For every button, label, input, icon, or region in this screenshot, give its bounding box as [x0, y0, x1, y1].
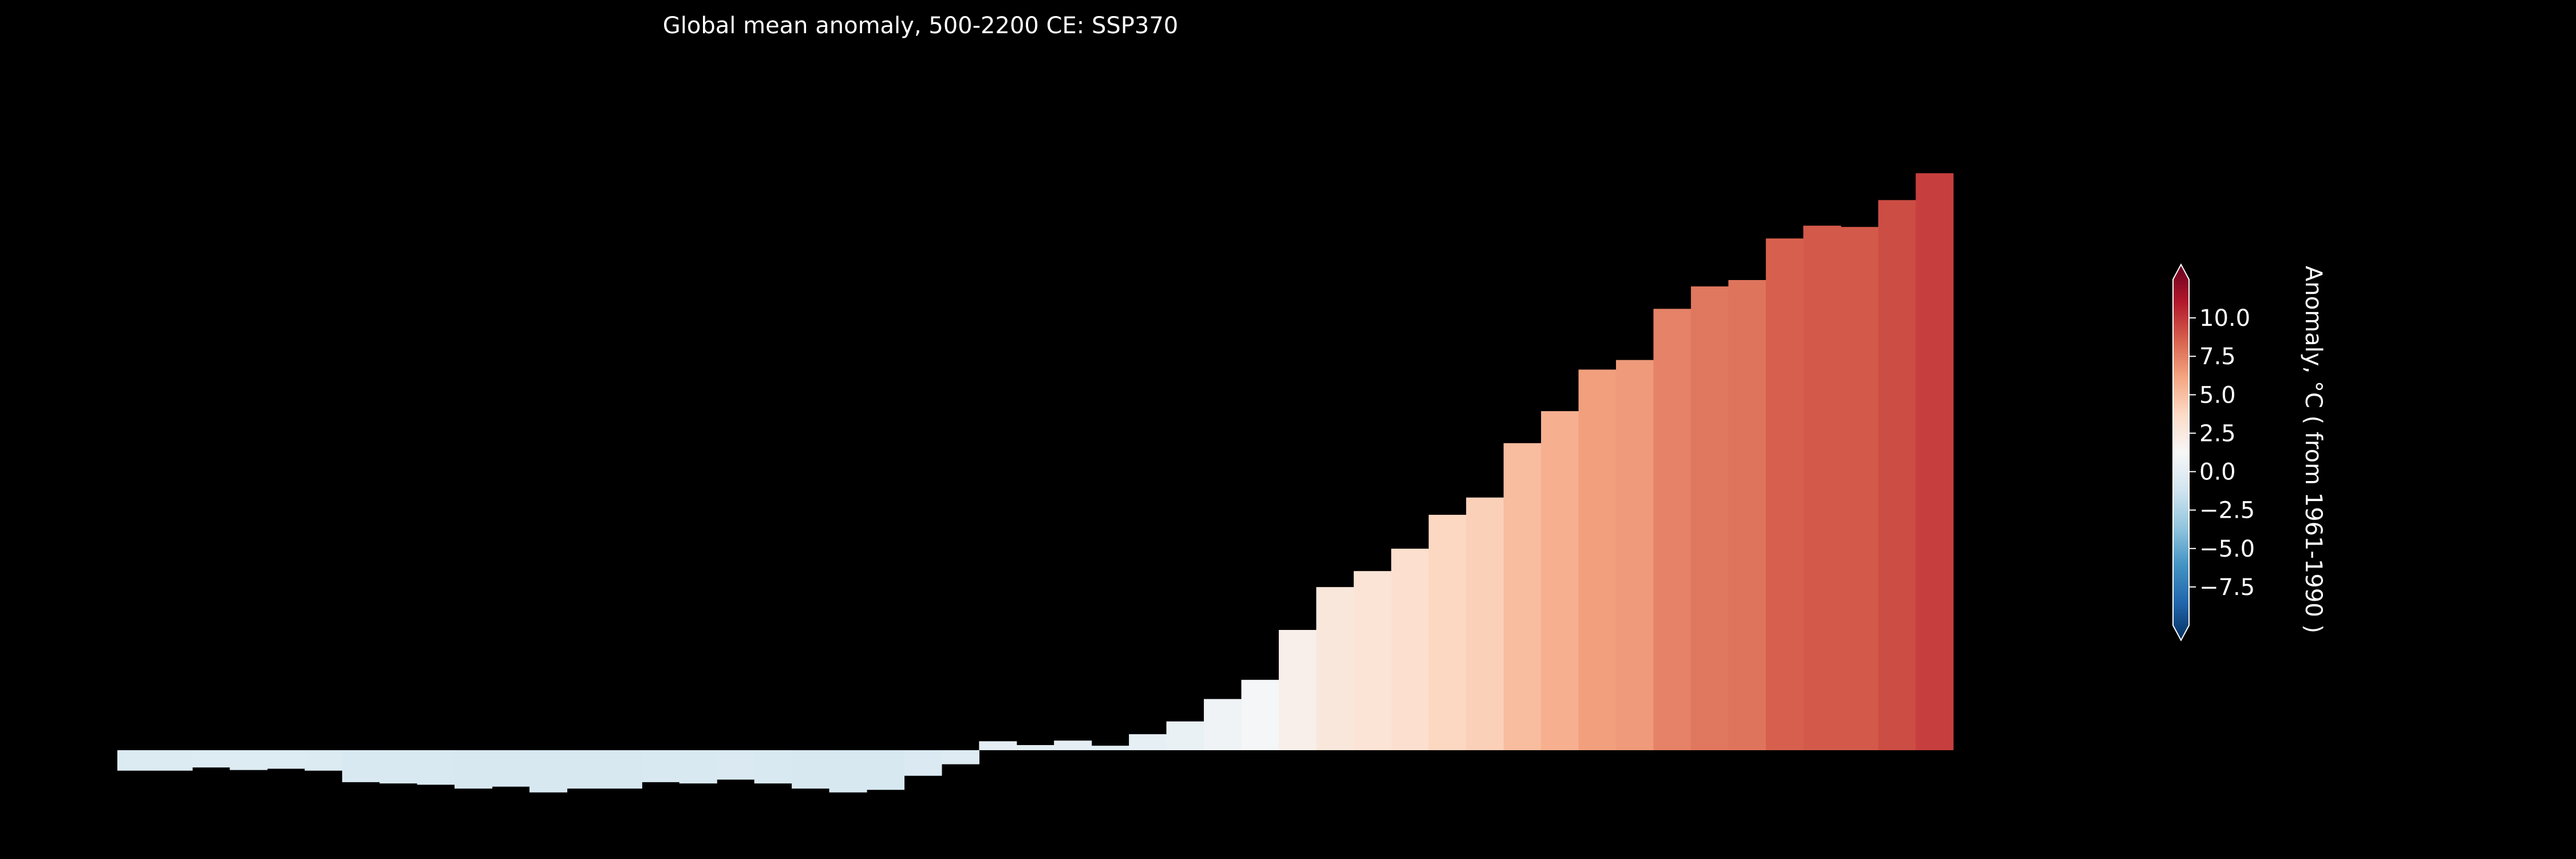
- bar: [792, 750, 830, 789]
- bar: [267, 750, 305, 769]
- bar: [529, 750, 567, 793]
- colorbar: 10.0 7.5 5.0 2.5 0.0 −2.5 −5.0 −7.5 Anomaly, °C…: [2172, 263, 2326, 642]
- bar: [1503, 443, 1542, 750]
- bar: [342, 750, 380, 782]
- bar: [1541, 411, 1579, 750]
- bar-series: [117, 173, 1954, 793]
- colorbar-tick-label: 0.0: [2199, 459, 2236, 486]
- bar: [717, 750, 755, 780]
- bar: [1466, 497, 1504, 750]
- colorbar-tick-label: 10.0: [2199, 305, 2250, 332]
- bar: [1241, 680, 1279, 750]
- bar: [117, 750, 156, 771]
- bar: [305, 750, 343, 771]
- colorbar-ticks: 10.0 7.5 5.0 2.5 0.0 −2.5 −5.0 −7.5: [2189, 305, 2255, 601]
- bar: [1915, 173, 1954, 751]
- bar: [417, 750, 455, 785]
- bar: [866, 750, 905, 790]
- colorbar-tick-label: −7.5: [2199, 574, 2255, 601]
- bar: [1353, 571, 1392, 750]
- bar: [1054, 740, 1092, 750]
- bar: [1765, 238, 1804, 750]
- bar: [642, 750, 680, 782]
- bar: [829, 750, 867, 793]
- bar: [155, 750, 193, 771]
- bar: [1878, 200, 1917, 750]
- chart-title: Global mean anomaly, 500-2200 CE: SSP370: [663, 13, 1178, 39]
- bar: [230, 750, 268, 770]
- bar: [1728, 280, 1767, 750]
- bar: [1615, 360, 1654, 750]
- bar: [904, 750, 942, 776]
- bar: [1316, 587, 1354, 750]
- bar: [1204, 699, 1242, 750]
- bar: [1428, 514, 1467, 750]
- bar: [1129, 734, 1167, 751]
- bar: [1278, 630, 1317, 750]
- bar: [1840, 227, 1879, 750]
- bar: [979, 741, 1017, 750]
- bar: [1166, 721, 1204, 750]
- bar: [1690, 286, 1729, 750]
- colorbar-tick-label: 7.5: [2199, 344, 2236, 370]
- bar: [380, 750, 418, 784]
- bar: [1391, 549, 1429, 750]
- bar: [1091, 746, 1129, 750]
- bar: [1653, 309, 1692, 750]
- colorbar-tick-label: 2.5: [2199, 420, 2236, 447]
- bar: [492, 750, 530, 787]
- bar: [1016, 745, 1054, 750]
- colorbar-tick-label: −5.0: [2199, 536, 2255, 562]
- bar: [192, 750, 230, 768]
- colorbar-tick-label: 5.0: [2199, 382, 2236, 408]
- colorbar-body: [2172, 263, 2190, 642]
- colorbar-tick-label: −2.5: [2199, 498, 2255, 524]
- bar: [1578, 369, 1617, 750]
- bar: [604, 750, 642, 789]
- bar: [567, 750, 605, 789]
- bar: [679, 750, 717, 784]
- bar: [754, 750, 792, 784]
- bar: [455, 750, 493, 789]
- colorbar-label: Anomaly, °C ( from 1961-1990 ): [2300, 266, 2326, 633]
- bar: [1803, 226, 1842, 750]
- bar: [941, 750, 979, 765]
